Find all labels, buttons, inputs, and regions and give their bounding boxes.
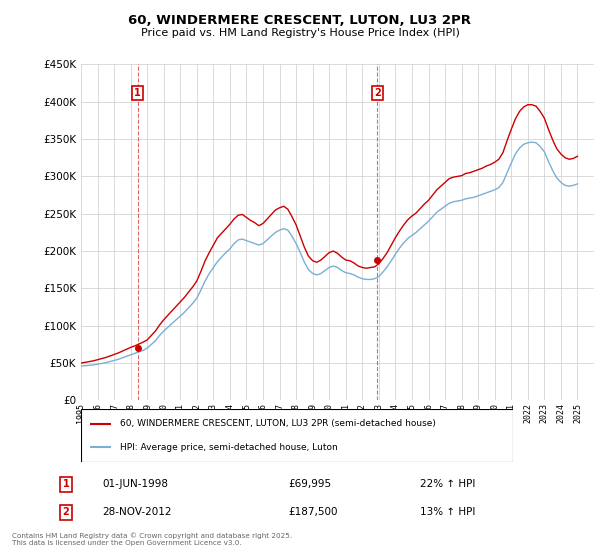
Text: 01-JUN-1998: 01-JUN-1998	[102, 479, 168, 489]
Text: 2: 2	[62, 507, 70, 517]
Text: HPI: Average price, semi-detached house, Luton: HPI: Average price, semi-detached house,…	[120, 442, 338, 451]
Text: 13% ↑ HPI: 13% ↑ HPI	[420, 507, 475, 517]
Text: £69,995: £69,995	[288, 479, 331, 489]
Text: Contains HM Land Registry data © Crown copyright and database right 2025.
This d: Contains HM Land Registry data © Crown c…	[12, 533, 292, 546]
FancyBboxPatch shape	[81, 409, 513, 462]
Text: £187,500: £187,500	[288, 507, 337, 517]
Text: 60, WINDERMERE CRESCENT, LUTON, LU3 2PR: 60, WINDERMERE CRESCENT, LUTON, LU3 2PR	[128, 14, 472, 27]
Text: 1: 1	[134, 88, 141, 98]
Text: 1: 1	[62, 479, 70, 489]
Text: Price paid vs. HM Land Registry's House Price Index (HPI): Price paid vs. HM Land Registry's House …	[140, 28, 460, 38]
Text: 60, WINDERMERE CRESCENT, LUTON, LU3 2PR (semi-detached house): 60, WINDERMERE CRESCENT, LUTON, LU3 2PR …	[120, 419, 436, 428]
Text: 22% ↑ HPI: 22% ↑ HPI	[420, 479, 475, 489]
Text: 2: 2	[374, 88, 381, 98]
Text: 28-NOV-2012: 28-NOV-2012	[102, 507, 172, 517]
